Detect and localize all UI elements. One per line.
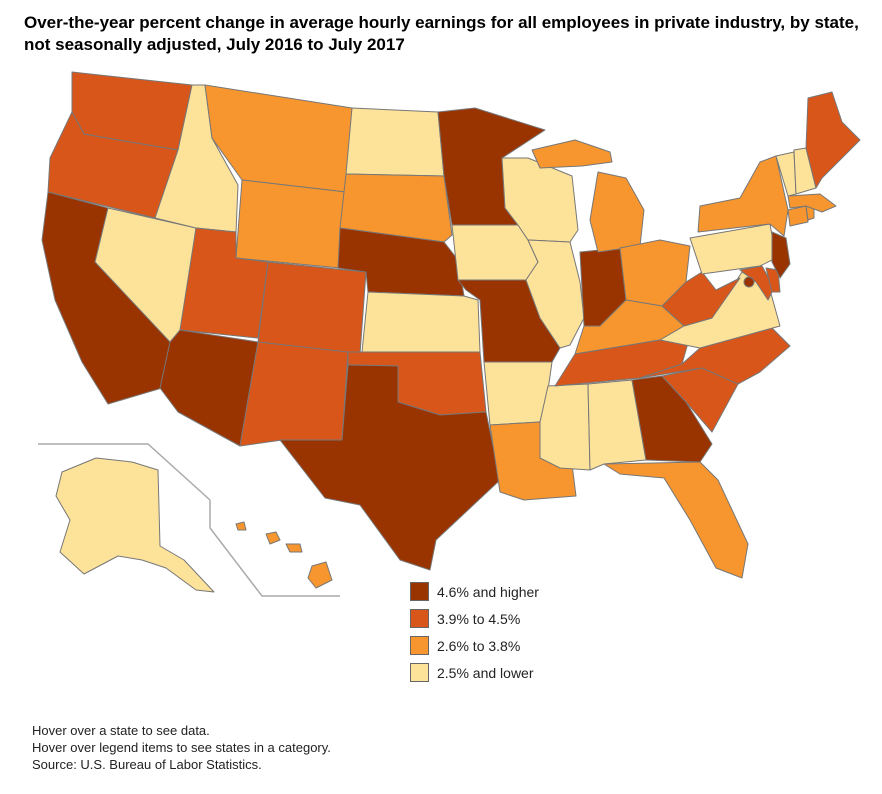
legend-label-cat3: 2.6% to 3.8% <box>437 637 521 654</box>
state-DE[interactable] <box>765 267 781 293</box>
inset-frame-alaska <box>38 443 211 501</box>
state-WV[interactable] <box>661 271 741 327</box>
legend-label-cat2: 3.9% to 4.5% <box>437 610 521 627</box>
legend-swatch-cat4 <box>410 663 429 682</box>
state-CO[interactable] <box>257 261 367 355</box>
legend-item-cat1[interactable]: 4.6% and higher <box>410 578 539 605</box>
state-AK[interactable] <box>55 457 215 593</box>
legend-item-cat4[interactable]: 2.5% and lower <box>410 659 539 686</box>
state-CT[interactable] <box>787 205 809 227</box>
state-TX[interactable] <box>279 364 501 571</box>
legend: 4.6% and higher 3.9% to 4.5% 2.6% to 3.8… <box>410 578 539 686</box>
state-NC[interactable] <box>639 325 791 385</box>
state-DC[interactable] <box>743 276 755 288</box>
state-PA[interactable] <box>689 223 777 275</box>
legend-swatch-cat3 <box>410 636 429 655</box>
state-SD[interactable] <box>339 173 453 243</box>
state-AL[interactable] <box>587 379 647 471</box>
inset-frame-hawaii <box>209 500 340 597</box>
legend-swatch-cat1 <box>410 582 429 601</box>
state-KS[interactable] <box>361 291 481 353</box>
state-ME[interactable] <box>805 91 861 189</box>
source-note: Source: U.S. Bureau of Labor Statistics. <box>32 757 262 772</box>
state-HI-island-4[interactable] <box>307 561 333 589</box>
state-MA[interactable] <box>787 193 837 213</box>
map-title: Over-the-year percent change in average … <box>24 13 859 54</box>
state-MS[interactable] <box>539 383 591 471</box>
state-MI-upper[interactable] <box>531 139 613 169</box>
legend-item-cat2[interactable]: 3.9% to 4.5% <box>410 605 539 632</box>
state-FL[interactable] <box>603 461 749 579</box>
legend-label-cat1: 4.6% and higher <box>437 583 539 600</box>
state-HI-island-2[interactable] <box>265 531 281 545</box>
state-ND[interactable] <box>345 107 445 177</box>
footnotes: Hover over a state to see data. Hover ov… <box>32 722 331 773</box>
state-MI[interactable] <box>589 171 645 253</box>
legend-label-cat4: 2.5% and lower <box>437 664 534 681</box>
legend-item-cat3[interactable]: 2.6% to 3.8% <box>410 632 539 659</box>
legend-swatch-cat2 <box>410 609 429 628</box>
state-NM[interactable] <box>239 341 349 447</box>
state-NY[interactable] <box>697 155 789 237</box>
state-IL[interactable] <box>525 239 585 349</box>
state-HI-island-3[interactable] <box>285 543 303 553</box>
state-NJ[interactable] <box>771 231 791 279</box>
note-hover-state: Hover over a state to see data. <box>32 723 210 738</box>
state-HI-island-1[interactable] <box>235 521 247 531</box>
note-hover-legend: Hover over legend items to see states in… <box>32 740 331 755</box>
state-WY[interactable] <box>235 179 347 269</box>
